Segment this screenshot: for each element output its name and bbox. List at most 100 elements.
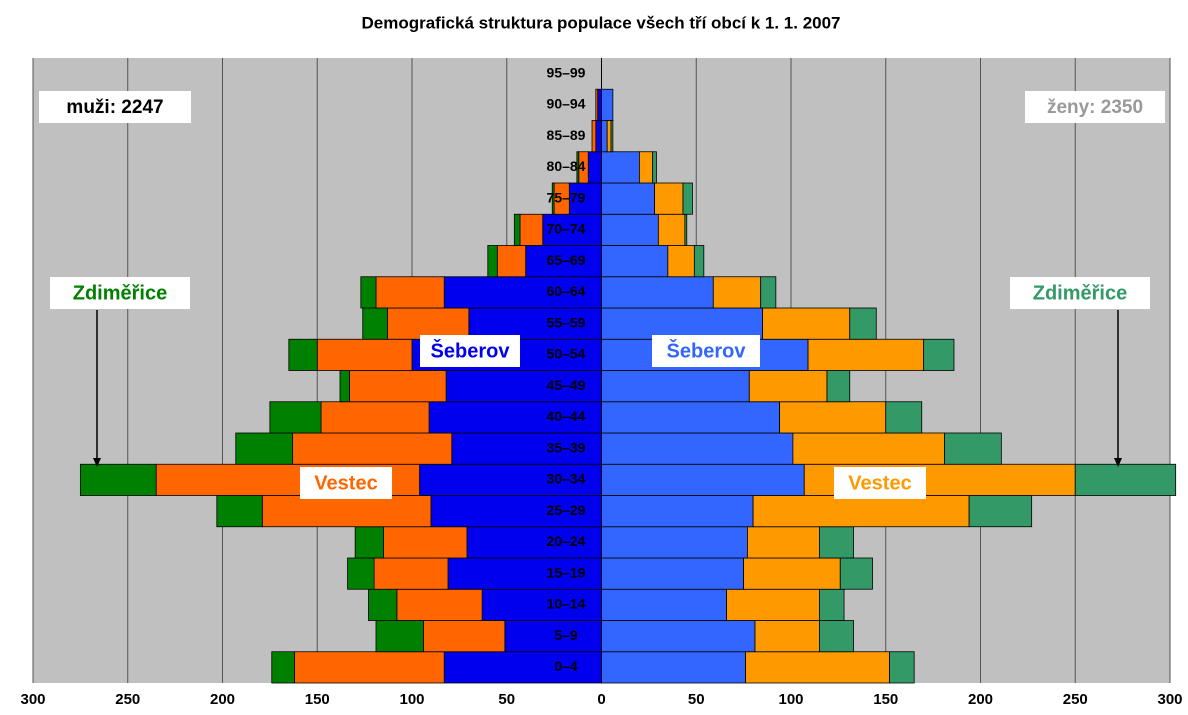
bar <box>639 151 654 184</box>
bar <box>601 557 745 590</box>
bar <box>682 182 693 215</box>
category-label: 60–64 <box>547 283 586 299</box>
bar <box>383 526 468 559</box>
label-box <box>50 277 190 309</box>
bar <box>1074 463 1177 496</box>
bar <box>654 182 684 215</box>
bar <box>292 432 453 465</box>
bar <box>826 370 851 403</box>
category-label: 35–39 <box>547 439 586 455</box>
bar <box>839 557 873 590</box>
series-label: Vestec <box>314 472 377 494</box>
bar <box>944 432 1002 465</box>
bar <box>601 370 750 403</box>
x-tick-label: 100 <box>399 691 424 708</box>
category-label: 55–59 <box>547 314 586 330</box>
bar <box>269 401 322 434</box>
bar <box>595 120 602 153</box>
bar <box>601 213 659 246</box>
bar <box>601 588 727 621</box>
bar <box>743 557 841 590</box>
category-label: 75–79 <box>547 189 586 205</box>
bar <box>288 338 318 371</box>
label-box <box>1025 91 1165 123</box>
bar <box>368 588 398 621</box>
bar <box>525 245 602 278</box>
bar <box>760 276 777 309</box>
x-tick-label: 300 <box>20 691 45 708</box>
bar <box>466 526 602 559</box>
x-tick-label: 250 <box>115 691 140 708</box>
x-tick-label: 100 <box>778 691 803 708</box>
bar <box>595 88 599 121</box>
bar <box>443 651 602 684</box>
series-label: Vestec <box>848 472 911 494</box>
bar <box>968 495 1033 528</box>
arrow-head <box>1114 458 1122 467</box>
series-label: Zdiměřice <box>1033 282 1127 304</box>
x-tick-label: 0 <box>597 691 605 708</box>
bar <box>693 245 705 278</box>
bar <box>496 245 527 278</box>
bar <box>601 401 781 434</box>
x-tick-label: 250 <box>1063 691 1088 708</box>
series-label: Šeberov <box>431 338 511 362</box>
bar <box>430 495 602 528</box>
bar <box>601 276 714 309</box>
bar <box>889 651 915 684</box>
series-label: Zdiměřice <box>73 282 167 304</box>
bar <box>428 401 602 434</box>
bar <box>481 588 602 621</box>
bar <box>819 526 854 559</box>
bar <box>487 245 498 278</box>
bar <box>819 620 854 653</box>
category-label: 65–69 <box>547 252 586 268</box>
bar <box>601 307 763 340</box>
bar <box>601 495 754 528</box>
x-tick-label: 300 <box>1157 691 1182 708</box>
category-label: 25–29 <box>547 502 586 518</box>
category-label: 10–14 <box>547 596 586 612</box>
category-label: 85–89 <box>547 127 586 143</box>
bar <box>362 307 388 340</box>
bar <box>447 557 602 590</box>
category-label: 40–44 <box>547 408 586 424</box>
bar <box>445 370 602 403</box>
bar <box>684 213 688 246</box>
bar <box>542 213 602 246</box>
bar <box>601 651 746 684</box>
x-tick-label: 50 <box>688 691 705 708</box>
bar <box>396 588 483 621</box>
bar <box>601 620 756 653</box>
bar <box>443 276 602 309</box>
label-box <box>300 467 392 499</box>
bar <box>712 276 762 309</box>
group-label: muži: 2247 <box>66 97 163 118</box>
bar <box>79 463 157 496</box>
bar <box>468 307 602 340</box>
bar <box>235 432 294 465</box>
bar <box>754 620 820 653</box>
category-label: 0–4 <box>554 658 578 674</box>
bar <box>422 620 506 653</box>
bar <box>610 120 614 153</box>
category-label: 5–9 <box>554 627 578 643</box>
bar <box>271 651 295 684</box>
bar <box>513 213 521 246</box>
bar <box>667 245 695 278</box>
bar <box>819 588 845 621</box>
group-label: ženy: 2350 <box>1047 97 1143 118</box>
bar <box>748 370 828 403</box>
series-label: Šeberov <box>667 338 747 362</box>
bar <box>294 651 445 684</box>
bar <box>849 307 877 340</box>
x-tick-label: 50 <box>498 691 515 708</box>
arrow-head <box>93 458 101 467</box>
bar <box>373 557 449 590</box>
bar <box>551 182 555 215</box>
bar <box>519 213 544 246</box>
chart-title: Demografická struktura populace všech tř… <box>361 13 840 32</box>
category-label: 80–84 <box>547 158 586 174</box>
bar <box>601 120 608 153</box>
